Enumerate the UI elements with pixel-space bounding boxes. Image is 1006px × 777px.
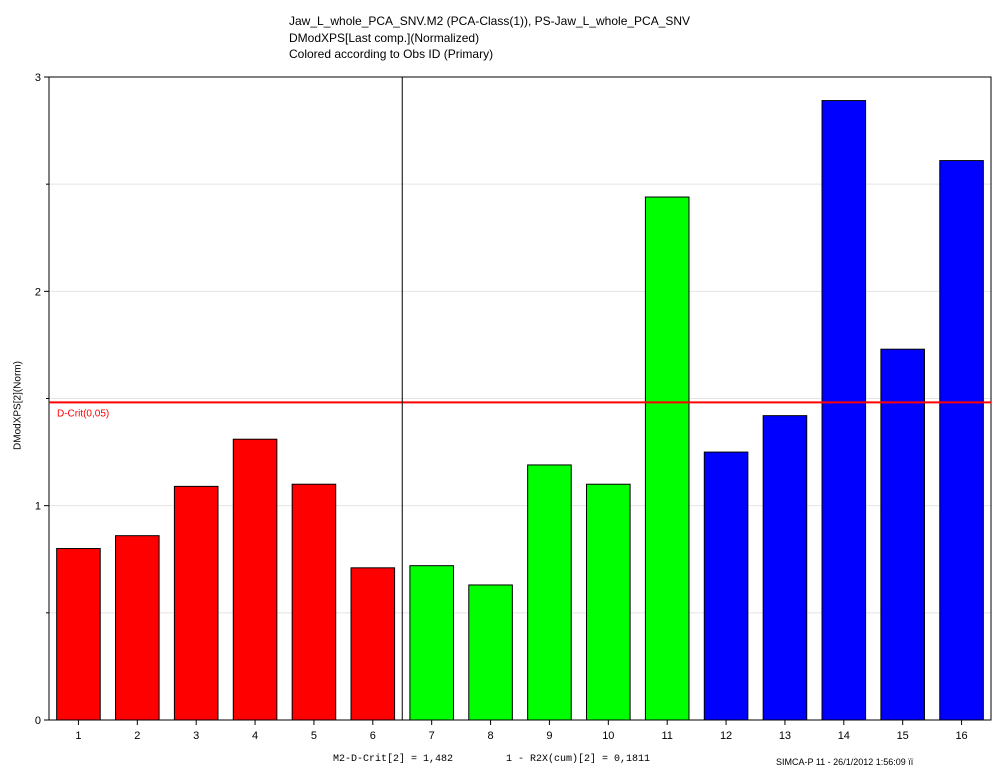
footer-dcrit-label: M2-D-Crit[2] = 1,482 [333,754,454,765]
dcrit-reference-label: D-Crit(0,05) [57,408,109,419]
x-tick-label-6: 6 [370,730,376,742]
bar-6 [350,567,396,721]
x-tick-label-14: 14 [838,730,850,742]
software-credit: SIMCA-P 11 - 26/1/2012 1:56:09 ïï [776,757,914,767]
y-tick-label-3: 3 [35,72,41,84]
x-tick-label-15: 15 [897,730,909,742]
y-tick-label-2: 2 [35,286,41,298]
bar-7 [409,565,454,721]
bar-12 [703,451,749,721]
x-tick-label-16: 16 [955,730,967,742]
x-tick-label-10: 10 [602,730,614,742]
x-tick-label-13: 13 [779,730,791,742]
x-tick-label-1: 1 [75,730,81,742]
x-tick-label-3: 3 [193,730,199,742]
chart-title-line-2: DModXPS[Last comp.](Normalized) [289,31,480,45]
bar-9 [527,464,572,721]
x-tick-label-5: 5 [311,730,317,742]
bar-2 [115,535,160,721]
bar-1 [56,548,101,721]
bar-15 [880,348,925,721]
bar-11 [644,196,690,721]
bar-3 [173,485,219,721]
footer-r2x-label: 1 - R2X(cum)[2] = 0,1811 [506,754,651,765]
x-tick-label-11: 11 [661,730,672,742]
x-tick-label-9: 9 [546,730,552,742]
chart-title-line-1: Jaw_L_whole_PCA_SNV.M2 (PCA-Class(1)), P… [289,14,691,28]
x-tick-label-7: 7 [429,730,435,742]
bar-14 [821,100,867,721]
x-tick-label-12: 12 [720,730,732,742]
y-tick-label-1: 1 [35,501,41,513]
bar-5 [291,483,337,721]
x-tick-label-8: 8 [488,730,494,742]
bar-13 [762,415,808,721]
bar-10 [586,483,631,721]
x-tick-label-2: 2 [134,730,140,742]
bar-4 [232,438,278,721]
bar-16 [939,160,984,721]
y-tick-label-0: 0 [35,715,41,727]
chart-title-line-3: Colored according to Obs ID (Primary) [289,47,494,61]
x-tick-label-4: 4 [252,730,258,742]
bar-8 [468,584,513,721]
